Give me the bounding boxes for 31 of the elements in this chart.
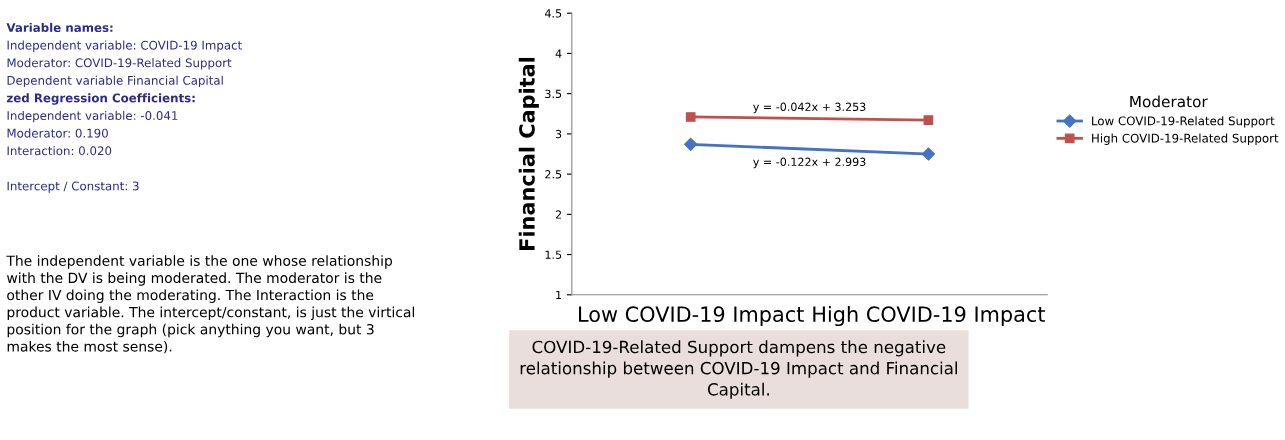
legend-label: Low COVID-19-Related Support	[1092, 116, 1275, 128]
text: Independent variable: -0.041	[7, 110, 178, 123]
y-tick-label: 4.5	[544, 9, 562, 18]
annotation: y = -0.042x + 3.253	[753, 102, 866, 114]
point	[921, 147, 936, 161]
x-tick-label: Low COVID-19 Impact	[579, 306, 804, 327]
text: COVID-19-Related Support dampens the negative relationship between COVID-19 Impact and Financial Capital.	[520, 340, 957, 399]
y-tick-label: 2.5	[545, 170, 562, 179]
text: zed Regression Coefficients:	[6, 93, 195, 105]
y-tick-label: 2	[555, 210, 561, 219]
y-tick-label: 3.5	[545, 89, 562, 99]
text: Intercept / Constant: 3	[7, 181, 139, 193]
text: The independent variable is the one whose relationship with the DV is being moderated. The moderator is the other IV doing the moderating. The Interaction is the product variable. The intercept/constant, is just the virtical position for the graph (pick anything you want, but 3 makes the most sense).	[6, 255, 415, 354]
y-axis-title: Financial Capital	[518, 57, 539, 250]
text: Moderator: 0.190	[7, 128, 108, 138]
text: Variable names:	[6, 22, 113, 33]
point	[923, 115, 934, 126]
y-tick-label: 1.5	[545, 250, 562, 259]
y-tick-label: 1	[556, 290, 562, 300]
legend-title: Moderator	[1130, 95, 1208, 108]
point	[684, 137, 698, 151]
legend-label: High COVID-19-Related Support	[1092, 133, 1279, 145]
text: Independent variable: COVID-19 Impact	[7, 40, 242, 52]
y-tick-label: 4	[555, 49, 562, 58]
text: Dependent variable Financial Capital	[7, 75, 223, 88]
text: Interaction: 0.020	[7, 146, 112, 156]
x-tick-label: High COVID-19 Impact	[813, 305, 1046, 327]
text: Moderator: COVID-19-Related Support	[7, 58, 232, 70]
point	[685, 112, 696, 122]
annotation: y = -0.122x + 2.993	[753, 157, 866, 169]
y-tick-label: 3	[555, 129, 562, 139]
